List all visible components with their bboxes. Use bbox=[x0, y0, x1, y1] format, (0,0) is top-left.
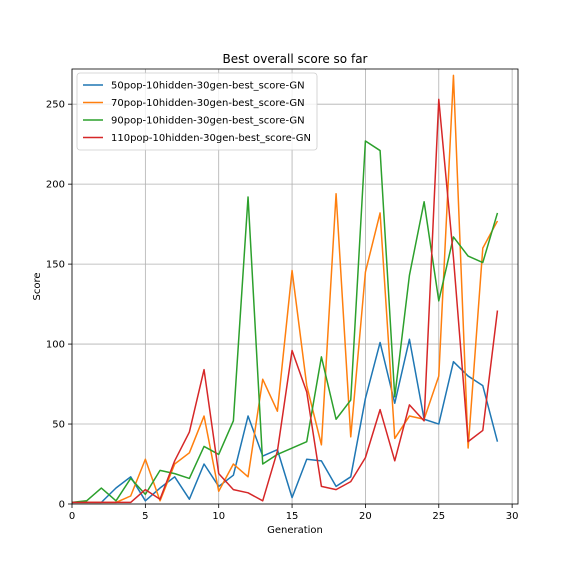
x-tick-label: 30 bbox=[506, 511, 519, 522]
x-axis-ticks: 0 5 10 15 20 25 30 bbox=[69, 504, 519, 522]
legend-entry-label: 70pop-10hidden-30gen-best_score-GN bbox=[111, 98, 305, 109]
y-axis-label: Score bbox=[32, 272, 43, 300]
legend-entry-label: 90pop-10hidden-30gen-best_score-GN bbox=[111, 116, 305, 127]
x-axis-label: Generation bbox=[267, 525, 323, 536]
legend: 50pop-10hidden-30gen-best_score-GN 70pop-… bbox=[76, 72, 318, 151]
legend-entry-label: 110pop-10hidden-30gen-best_score-GN bbox=[111, 133, 311, 144]
y-axis-ticks: 0 50 100 150 200 250 bbox=[46, 100, 72, 511]
series-lines bbox=[71, 74, 499, 504]
x-tick-label: 5 bbox=[142, 511, 148, 522]
x-tick-label: 15 bbox=[286, 511, 299, 522]
plot-frame bbox=[71, 68, 519, 505]
y-tick-label: 100 bbox=[46, 340, 65, 351]
series-line bbox=[72, 338, 499, 504]
x-tick-label: 10 bbox=[212, 511, 225, 522]
chart-title: Best overall score so far bbox=[223, 52, 368, 66]
x-tick-label: 20 bbox=[359, 511, 372, 522]
y-tick-label: 150 bbox=[46, 260, 65, 271]
series-line bbox=[72, 74, 499, 504]
y-tick-label: 200 bbox=[46, 180, 65, 191]
legend-entry-label: 50pop-10hidden-30gen-best_score-GN bbox=[111, 81, 305, 92]
legend-box bbox=[76, 72, 318, 151]
x-tick-label: 25 bbox=[432, 511, 445, 522]
series-line bbox=[72, 98, 499, 504]
y-tick-label: 0 bbox=[59, 500, 65, 511]
y-tick-label: 50 bbox=[52, 420, 65, 431]
y-tick-label: 250 bbox=[46, 100, 65, 111]
x-tick-label: 0 bbox=[69, 511, 75, 522]
